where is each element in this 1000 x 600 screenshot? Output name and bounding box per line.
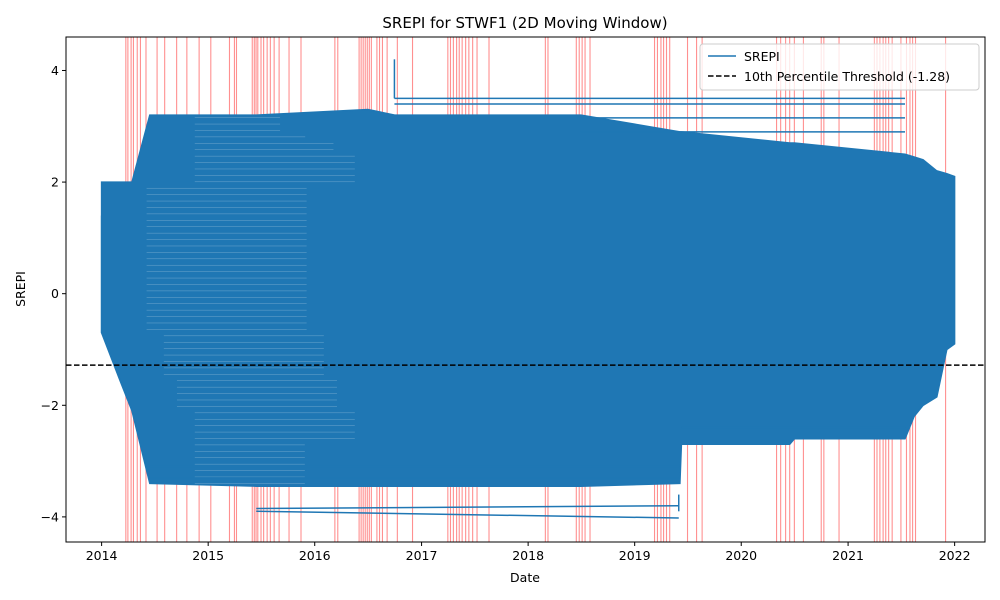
srepi-envelope <box>100 108 956 487</box>
x-tick-label: 2014 <box>86 548 118 563</box>
y-tick-label: −2 <box>41 398 59 413</box>
y-tick-label: 0 <box>51 286 59 301</box>
y-tick-label: 4 <box>51 63 59 78</box>
x-tick-label: 2017 <box>406 548 438 563</box>
x-tick-label: 2020 <box>725 548 757 563</box>
legend: SREPI 10th Percentile Threshold (-1.28) <box>699 43 980 91</box>
y-tick-label: 2 <box>51 175 59 190</box>
srepi-segment <box>256 504 679 510</box>
y-axis-label: SREPI <box>13 271 28 307</box>
legend-box <box>699 43 980 91</box>
srepi-series <box>100 59 956 519</box>
x-tick-label: 2022 <box>939 548 971 563</box>
srepi-segment <box>256 510 679 519</box>
x-axis-label: Date <box>510 570 540 585</box>
x-tick-label: 2019 <box>619 548 651 563</box>
x-tick-label: 2016 <box>299 548 331 563</box>
plot-area <box>65 36 986 543</box>
legend-label-srepi: SREPI <box>744 49 780 64</box>
chart-title: SREPI for STWF1 (2D Moving Window) <box>382 14 667 32</box>
legend-label-threshold: 10th Percentile Threshold (-1.28) <box>744 69 950 84</box>
plot-frame <box>65 36 986 543</box>
x-axis: 2014 2015 2016 2017 2018 2019 2020 2021 2022 <box>86 542 971 563</box>
y-tick-label: −4 <box>41 509 59 524</box>
x-tick-label: 2015 <box>192 548 224 563</box>
x-tick-label: 2021 <box>832 548 864 563</box>
y-axis: −4 −2 0 2 4 <box>41 63 66 524</box>
x-tick-label: 2018 <box>512 548 544 563</box>
